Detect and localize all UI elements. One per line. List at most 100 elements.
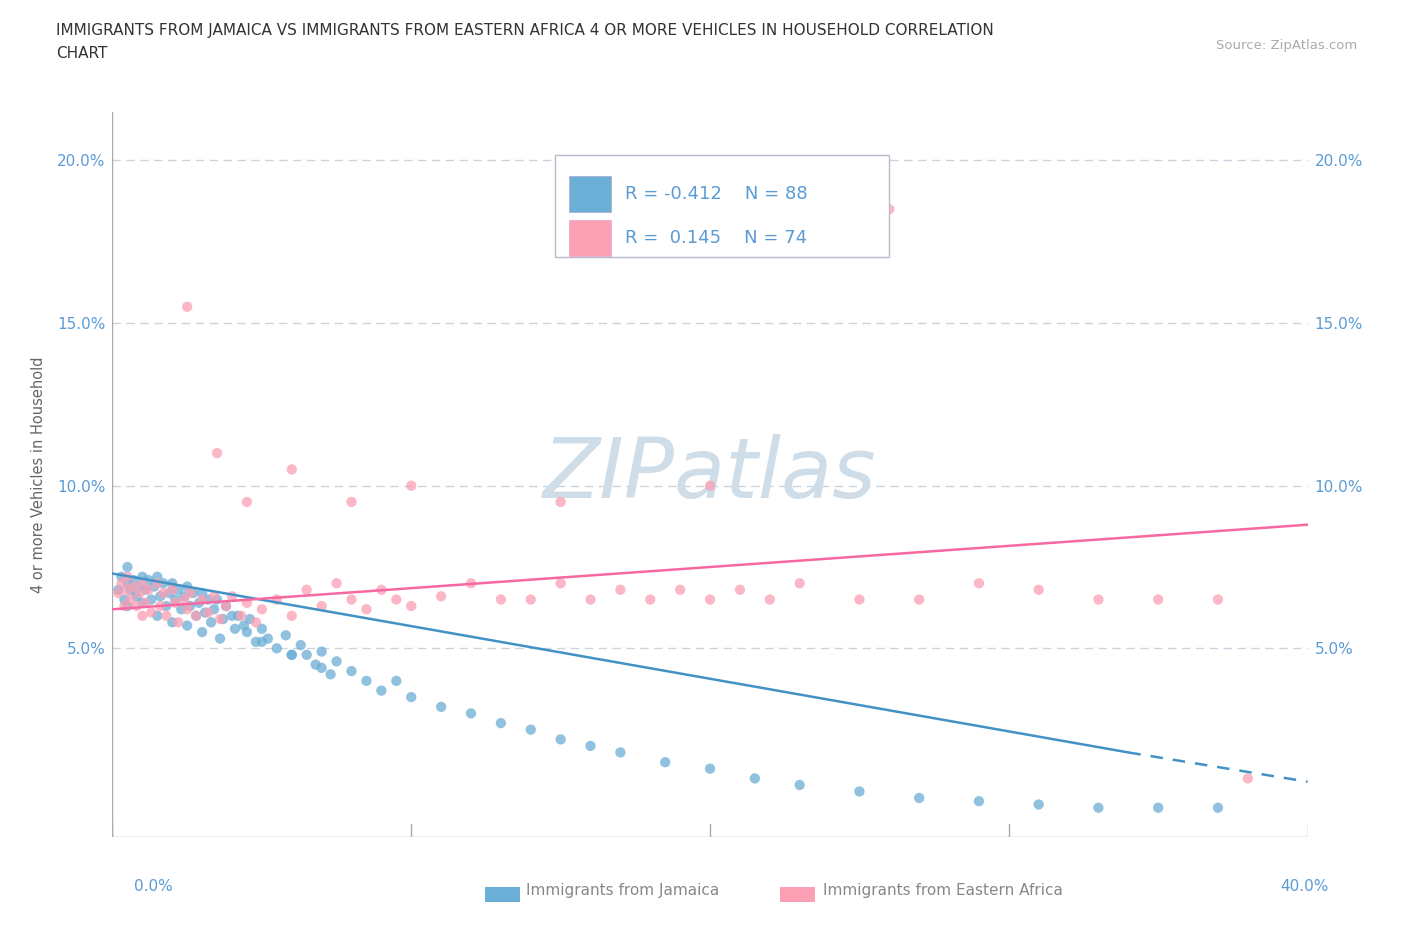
Point: [848, 784, 870, 799]
Point: [550, 732, 572, 747]
Point: [152, 576, 174, 591]
Point: [131, 595, 153, 610]
Point: [908, 790, 931, 805]
Point: [200, 615, 222, 630]
Point: [194, 605, 217, 620]
Point: [138, 582, 160, 597]
Text: R =  0.145    N = 74: R = 0.145 N = 74: [626, 230, 807, 247]
Point: [209, 631, 232, 646]
Point: [967, 794, 990, 809]
Point: [179, 586, 201, 601]
Point: [215, 599, 238, 614]
Point: [117, 569, 139, 584]
Point: [131, 576, 153, 591]
Point: [430, 589, 453, 604]
Point: [107, 582, 129, 597]
Point: [401, 690, 423, 705]
Point: [173, 589, 195, 604]
Point: [143, 579, 166, 594]
Point: [295, 647, 318, 662]
Point: [146, 576, 169, 591]
Point: [197, 605, 219, 620]
Point: [325, 576, 347, 591]
Text: Immigrants from Jamaica: Immigrants from Jamaica: [526, 884, 718, 898]
Point: [654, 755, 676, 770]
Point: [239, 612, 262, 627]
Text: Source: ZipAtlas.com: Source: ZipAtlas.com: [1216, 39, 1357, 52]
Point: [186, 608, 208, 623]
Point: [250, 621, 273, 636]
Point: [117, 599, 139, 614]
Point: [281, 647, 304, 662]
Point: [1206, 592, 1229, 607]
Point: [340, 592, 363, 607]
Point: [110, 569, 132, 584]
Point: [212, 612, 235, 627]
Point: [1237, 771, 1260, 786]
Text: 40.0%: 40.0%: [1281, 879, 1329, 894]
Point: [759, 592, 782, 607]
Point: [550, 576, 572, 591]
Point: [167, 615, 190, 630]
Point: [1028, 797, 1050, 812]
Point: [311, 660, 333, 675]
Point: [266, 592, 288, 607]
Point: [789, 576, 811, 591]
Point: [149, 599, 172, 614]
Point: [205, 592, 228, 607]
Point: [138, 573, 160, 588]
Point: [1147, 592, 1170, 607]
Point: [789, 777, 811, 792]
Point: [176, 618, 198, 633]
Point: [579, 738, 602, 753]
Point: [489, 716, 512, 731]
Point: [224, 621, 246, 636]
Point: [233, 618, 256, 633]
Point: [141, 605, 163, 620]
Point: [340, 495, 363, 510]
Point: [699, 478, 721, 493]
Point: [579, 592, 602, 607]
Point: [640, 592, 662, 607]
Point: [120, 592, 142, 607]
Point: [1087, 801, 1109, 816]
Point: [848, 592, 870, 607]
Point: [122, 573, 145, 588]
Point: [370, 582, 392, 597]
Point: [385, 673, 408, 688]
Point: [245, 615, 267, 630]
Point: [281, 647, 304, 662]
Point: [460, 706, 482, 721]
Point: [609, 582, 631, 597]
Point: [141, 592, 163, 607]
Point: [489, 592, 512, 607]
Point: [176, 579, 198, 594]
Point: [370, 684, 392, 698]
Point: [550, 495, 572, 510]
Point: [162, 615, 183, 630]
Point: [669, 582, 692, 597]
Point: [520, 723, 543, 737]
Point: [236, 625, 259, 640]
Text: 0.0%: 0.0%: [134, 879, 173, 894]
Point: [173, 592, 195, 607]
Point: [117, 560, 139, 575]
Point: [167, 582, 190, 597]
Point: [609, 745, 631, 760]
Point: [236, 595, 259, 610]
Point: [134, 595, 156, 610]
Point: [179, 599, 201, 614]
Point: [107, 586, 129, 601]
Point: [319, 667, 342, 682]
Bar: [569, 220, 610, 257]
Point: [176, 602, 198, 617]
Point: [131, 608, 153, 623]
Point: [215, 599, 238, 614]
Point: [305, 658, 328, 672]
Point: [209, 612, 232, 627]
Point: [114, 592, 135, 607]
Point: [170, 602, 193, 617]
Point: [131, 569, 153, 584]
Point: [155, 599, 177, 614]
Point: [1206, 801, 1229, 816]
